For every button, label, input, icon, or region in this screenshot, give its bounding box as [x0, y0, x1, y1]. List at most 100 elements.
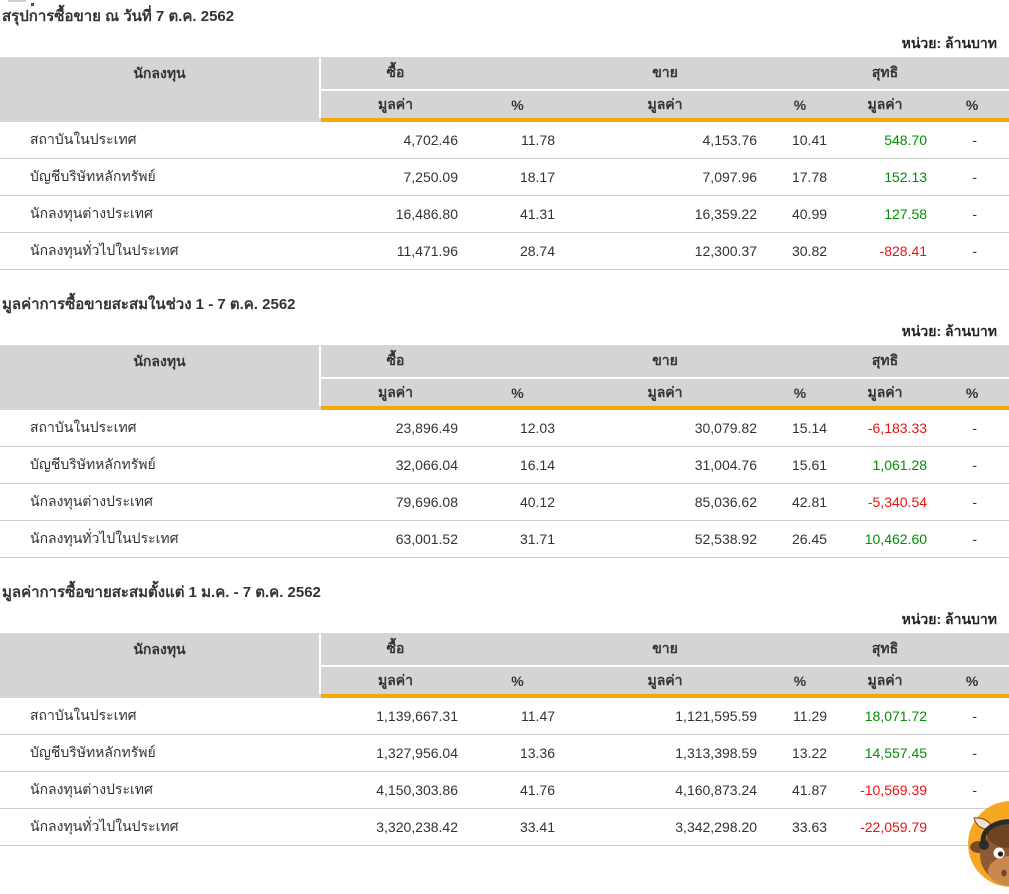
net-percent-cell: -	[935, 696, 1009, 735]
table-header: นักลงทุน ซื้อ ขาย สุทธิ มูลค่า % มูลค่า …	[0, 57, 1009, 122]
column-header-net-percent: %	[935, 378, 1009, 410]
column-header-investor: นักลงทุน	[0, 345, 320, 378]
table-row: บัญชีบริษัทหลักทรัพย์ 1,327,956.04 13.36…	[0, 734, 1009, 772]
buy-value-cell: 11,471.96	[320, 232, 470, 270]
tables-area: สรุปการซื้อขาย ณ วันที่ 7 ต.ค. 2562 หน่ว…	[0, 8, 1009, 846]
investor-name-cell: บัญชีบริษัทหลักทรัพย์	[0, 158, 320, 196]
sell-value-cell: 85,036.62	[565, 483, 766, 521]
buy-percent-cell: 33.41	[470, 808, 566, 846]
column-header-investor: นักลงทุน	[0, 633, 320, 666]
net-value-cell: 548.70	[835, 120, 936, 159]
sell-percent-cell: 40.99	[765, 195, 836, 233]
net-value-cell: -5,340.54	[835, 483, 936, 521]
column-header-sell-percent: %	[765, 666, 836, 698]
bull-headset-mascot-icon	[968, 801, 1009, 887]
column-header-buy-value: มูลค่า	[319, 378, 470, 410]
table-row: นักลงทุนทั่วไปในประเทศ 11,471.96 28.74 1…	[0, 232, 1009, 270]
sell-percent-cell: 41.87	[765, 771, 836, 809]
investor-name-cell: สถาบันในประเทศ	[0, 120, 320, 159]
buy-value-cell: 63,001.52	[320, 520, 470, 558]
column-header-blank	[0, 666, 320, 698]
section-title: มูลค่าการซื้อขายสะสมในช่วง 1 - 7 ต.ค. 25…	[2, 296, 296, 313]
column-group-net: สุทธิ	[835, 345, 1009, 379]
net-value-cell: 14,557.45	[835, 734, 936, 772]
table-row: นักลงทุนทั่วไปในประเทศ 63,001.52 31.71 5…	[0, 520, 1009, 558]
buy-value-cell: 79,696.08	[320, 483, 470, 521]
chat-mascot-button[interactable]	[966, 799, 1009, 889]
buy-value-cell: 32,066.04	[320, 446, 470, 484]
column-group-sell: ขาย	[565, 633, 836, 667]
section-title: มูลค่าการซื้อขายสะสมตั้งแต่ 1 ม.ค. - 7 ต…	[2, 584, 321, 601]
market-summary-page: สรุปการซื้อขาย ณ วันที่ 7 ต.ค. 2562 หน่ว…	[0, 8, 1009, 846]
screen-edge-artifact-bar	[8, 0, 26, 2]
buy-value-cell: 1,139,667.31	[320, 696, 470, 735]
sell-value-cell: 4,153.76	[565, 120, 766, 159]
investor-trade-table: นักลงทุน ซื้อ ขาย สุทธิ มูลค่า % มูลค่า …	[0, 345, 1009, 558]
column-header-buy-percent: %	[470, 90, 566, 122]
trade-summary-section: สรุปการซื้อขาย ณ วันที่ 7 ต.ค. 2562 หน่ว…	[0, 8, 1009, 270]
column-header-sell-percent: %	[765, 378, 836, 410]
net-value-cell: 152.13	[835, 158, 936, 196]
sell-percent-cell: 33.63	[765, 808, 836, 846]
investor-name-cell: นักลงทุนทั่วไปในประเทศ	[0, 520, 320, 558]
buy-percent-cell: 16.14	[470, 446, 566, 484]
net-value-cell: -10,569.39	[835, 771, 936, 809]
column-header-buy-percent: %	[470, 378, 566, 410]
sell-percent-cell: 30.82	[765, 232, 836, 270]
sell-percent-cell: 17.78	[765, 158, 836, 196]
column-header-buy-value: มูลค่า	[319, 90, 470, 122]
column-group-buy: ซื้อ	[318, 345, 566, 379]
column-header-buy-value: มูลค่า	[319, 666, 470, 698]
table-row: สถาบันในประเทศ 1,139,667.31 11.47 1,121,…	[0, 696, 1009, 735]
screen-edge-artifact-dot	[31, 3, 34, 6]
sell-percent-cell: 26.45	[765, 520, 836, 558]
net-value-cell: -22,059.79	[835, 808, 936, 846]
sell-percent-cell: 13.22	[765, 734, 836, 772]
sell-value-cell: 16,359.22	[565, 195, 766, 233]
investor-name-cell: บัญชีบริษัทหลักทรัพย์	[0, 446, 320, 484]
sell-percent-cell: 10.41	[765, 120, 836, 159]
net-value-cell: 10,462.60	[835, 520, 936, 558]
sell-value-cell: 52,538.92	[565, 520, 766, 558]
column-header-net-value: มูลค่า	[835, 378, 936, 410]
sell-value-cell: 4,160,873.24	[565, 771, 766, 809]
column-group-sell: ขาย	[565, 57, 836, 91]
sell-value-cell: 31,004.76	[565, 446, 766, 484]
table-row: บัญชีบริษัทหลักทรัพย์ 32,066.04 16.14 31…	[0, 446, 1009, 484]
column-header-buy-percent: %	[470, 666, 566, 698]
net-percent-cell: -	[935, 195, 1009, 233]
sell-value-cell: 30,079.82	[565, 408, 766, 447]
unit-label: หน่วย: ล้านบาท	[901, 323, 997, 339]
table-row: บัญชีบริษัทหลักทรัพย์ 7,250.09 18.17 7,0…	[0, 158, 1009, 196]
table-row: นักลงทุนต่างประเทศ 79,696.08 40.12 85,03…	[0, 483, 1009, 521]
column-header-net-value: มูลค่า	[835, 90, 936, 122]
column-group-buy: ซื้อ	[318, 57, 566, 91]
buy-percent-cell: 13.36	[470, 734, 566, 772]
buy-value-cell: 1,327,956.04	[320, 734, 470, 772]
table-row: นักลงทุนทั่วไปในประเทศ 3,320,238.42 33.4…	[0, 808, 1009, 846]
sell-value-cell: 1,313,398.59	[565, 734, 766, 772]
investor-trade-table: นักลงทุน ซื้อ ขาย สุทธิ มูลค่า % มูลค่า …	[0, 633, 1009, 846]
buy-percent-cell: 28.74	[470, 232, 566, 270]
investor-name-cell: นักลงทุนต่างประเทศ	[0, 483, 320, 521]
buy-percent-cell: 41.31	[470, 195, 566, 233]
column-header-sell-value: มูลค่า	[565, 90, 766, 122]
sell-percent-cell: 11.29	[765, 696, 836, 735]
buy-value-cell: 3,320,238.42	[320, 808, 470, 846]
column-header-sell-percent: %	[765, 90, 836, 122]
investor-name-cell: นักลงทุนต่างประเทศ	[0, 771, 320, 809]
column-header-sell-value: มูลค่า	[565, 378, 766, 410]
buy-value-cell: 7,250.09	[320, 158, 470, 196]
net-value-cell: 1,061.28	[835, 446, 936, 484]
table-row: นักลงทุนต่างประเทศ 4,150,303.86 41.76 4,…	[0, 771, 1009, 809]
sell-percent-cell: 42.81	[765, 483, 836, 521]
sell-percent-cell: 15.61	[765, 446, 836, 484]
net-percent-cell: -	[935, 520, 1009, 558]
investor-name-cell: สถาบันในประเทศ	[0, 408, 320, 447]
buy-value-cell: 4,702.46	[320, 120, 470, 159]
buy-value-cell: 4,150,303.86	[320, 771, 470, 809]
sell-value-cell: 1,121,595.59	[565, 696, 766, 735]
column-group-sell: ขาย	[565, 345, 836, 379]
table-row: สถาบันในประเทศ 23,896.49 12.03 30,079.82…	[0, 408, 1009, 447]
net-value-cell: -6,183.33	[835, 408, 936, 447]
